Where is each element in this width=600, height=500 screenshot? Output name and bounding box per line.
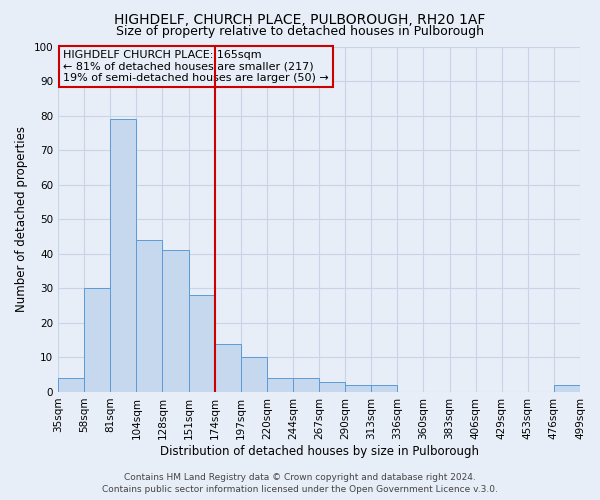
Text: Contains HM Land Registry data © Crown copyright and database right 2024.
Contai: Contains HM Land Registry data © Crown c… [102, 473, 498, 494]
Bar [267, 378, 293, 392]
Text: HIGHDELF, CHURCH PLACE, PULBOROUGH, RH20 1AF: HIGHDELF, CHURCH PLACE, PULBOROUGH, RH20… [115, 12, 485, 26]
X-axis label: Distribution of detached houses by size in Pulborough: Distribution of detached houses by size … [160, 444, 479, 458]
Bar [84, 288, 110, 392]
Bar [163, 250, 188, 392]
Bar [188, 295, 215, 392]
Bar [241, 358, 267, 392]
Bar [554, 385, 580, 392]
Bar [110, 119, 136, 392]
Bar [58, 378, 84, 392]
Bar [371, 385, 397, 392]
Bar [293, 378, 319, 392]
Bar [215, 344, 241, 392]
Bar [345, 385, 371, 392]
Text: HIGHDELF CHURCH PLACE: 165sqm
← 81% of detached houses are smaller (217)
19% of : HIGHDELF CHURCH PLACE: 165sqm ← 81% of d… [63, 50, 329, 83]
Text: Size of property relative to detached houses in Pulborough: Size of property relative to detached ho… [116, 25, 484, 38]
Bar [136, 240, 163, 392]
Y-axis label: Number of detached properties: Number of detached properties [15, 126, 28, 312]
Bar [319, 382, 345, 392]
